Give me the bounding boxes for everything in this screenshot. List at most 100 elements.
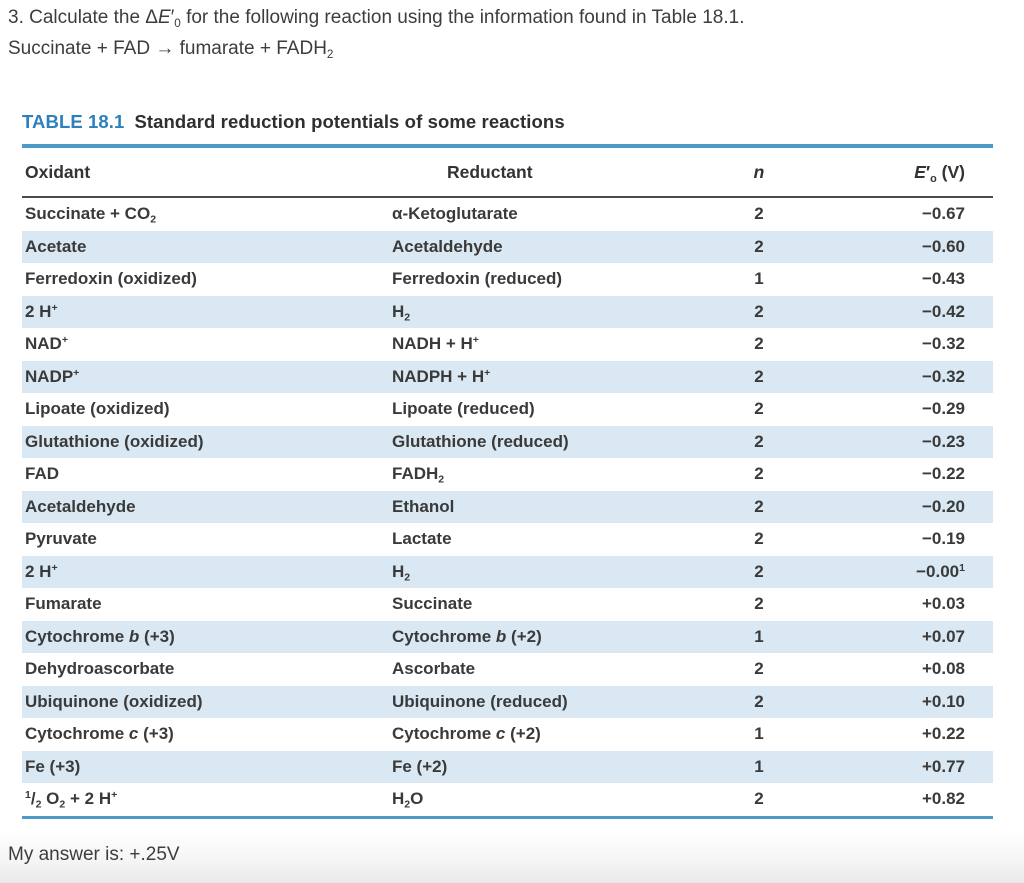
- table-heading: TABLE 18.1 Standard reduction potentials …: [22, 111, 993, 133]
- reductant-cell: H2O: [392, 789, 424, 811]
- table-label: TABLE 18.1: [22, 111, 125, 132]
- n-cell: 2: [754, 789, 764, 809]
- reductant-cell: Cytochrome b (+2): [392, 626, 542, 646]
- e0-cell: −0.43: [921, 269, 965, 289]
- table-row: Acetate Acetaldehyde 2 −0.60: [22, 230, 993, 263]
- e0-cell: +0.82: [921, 789, 965, 809]
- page-footer-gradient: [0, 828, 1024, 883]
- oxidant-cell: Acetate: [25, 236, 87, 256]
- n-cell: 2: [754, 431, 764, 451]
- table-row: Fumarate Succinate 2 +0.03: [22, 588, 993, 621]
- e0-cell: +0.22: [921, 724, 965, 744]
- question-block: 3. Calculate the ΔE′0 for the following …: [8, 2, 744, 64]
- column-header-reductant: Reductant: [447, 161, 533, 182]
- table-title: Standard reduction potentials of some re…: [134, 111, 565, 132]
- oxidant-cell: Glutathione (oxidized): [25, 431, 204, 451]
- column-header-n: n: [753, 161, 765, 182]
- reductant-cell: Ethanol: [392, 496, 455, 516]
- n-cell: 2: [754, 301, 764, 321]
- table-top-rule: [22, 144, 993, 148]
- table-row: 2 H+ H2 2 −0.42: [22, 295, 993, 328]
- n-cell: 1: [754, 269, 764, 289]
- e0-cell: −0.19: [921, 529, 965, 549]
- table-body: Succinate + CO2 α-Ketoglutarate 2 −0.67 Acet…: [22, 198, 993, 816]
- n-cell: 2: [754, 496, 764, 516]
- oxidant-cell: Cytochrome b (+3): [25, 626, 175, 646]
- table-row: Ubiquinone (oxidized) Ubiquinone (reduced…: [22, 685, 993, 718]
- table-row: NADP+ NADPH + H+ 2 −0.32: [22, 360, 993, 393]
- reductant-cell: Succinate: [392, 594, 473, 614]
- e0-cell: +0.07: [921, 626, 965, 646]
- oxidant-cell: NAD+: [25, 334, 68, 354]
- reductant-cell: α-Ketoglutarate: [392, 204, 518, 224]
- oxidant-cell: Fe (+3): [25, 756, 81, 776]
- table-row: Glutathione (oxidized) Glutathione (reduc…: [22, 425, 993, 458]
- table-row: Dehydroascorbate Ascorbate 2 +0.08: [22, 653, 993, 686]
- table-bottom-rule: [22, 815, 993, 819]
- e0-cell: −0.67: [921, 204, 965, 224]
- oxidant-cell: Lipoate (oxidized): [25, 399, 170, 419]
- reductant-cell: NADH + H+: [392, 334, 479, 354]
- e0-cell: −0.29: [921, 399, 965, 419]
- n-cell: 1: [754, 626, 764, 646]
- oxidant-cell: Cytochrome c (+3): [25, 724, 174, 744]
- n-cell: 2: [754, 334, 764, 354]
- n-cell: 2: [754, 529, 764, 549]
- reductant-cell: H2: [392, 301, 411, 324]
- e0-cell: +0.03: [921, 594, 965, 614]
- reductant-cell: NADPH + H+: [392, 366, 491, 386]
- n-cell: 2: [754, 561, 764, 581]
- e0-cell: −0.20: [921, 496, 965, 516]
- reduction-potentials-table: TABLE 18.1 Standard reduction potentials …: [22, 111, 993, 819]
- e0-cell: −0.23: [921, 431, 965, 451]
- n-cell: 2: [754, 691, 764, 711]
- oxidant-cell: 2 H+: [25, 561, 58, 581]
- e0-cell: +0.08: [921, 659, 965, 679]
- n-cell: 2: [754, 204, 764, 224]
- n-cell: 2: [754, 366, 764, 386]
- reductant-cell: Cytochrome c (+2): [392, 724, 541, 744]
- table-row: FAD FADH2 2 −0.22: [22, 458, 993, 491]
- oxidant-cell: Acetaldehyde: [25, 496, 136, 516]
- table-row: Acetaldehyde Ethanol 2 −0.20: [22, 490, 993, 523]
- table-row: Cytochrome c (+3) Cytochrome c (+2) 1 +0.22: [22, 718, 993, 751]
- table-row: Succinate + CO2 α-Ketoglutarate 2 −0.67: [22, 198, 993, 231]
- e0-cell: −0.42: [921, 301, 965, 321]
- e0-cell: +0.10: [921, 691, 965, 711]
- e0-cell: +0.77: [921, 756, 965, 776]
- table-row: NAD+ NADH + H+ 2 −0.32: [22, 328, 993, 361]
- oxidant-cell: Ferredoxin (oxidized): [25, 269, 197, 289]
- oxidant-cell: NADP+: [25, 366, 80, 386]
- column-header-e0: E′o (V): [914, 161, 965, 185]
- question-line-2: Succinate + FAD → fumarate + FADH2: [8, 38, 334, 62]
- question-line-1: 3. Calculate the ΔE′0 for the following …: [8, 7, 745, 31]
- oxidant-cell: 2 H+: [25, 301, 58, 321]
- column-header-oxidant: Oxidant: [25, 161, 91, 182]
- table-row: Fe (+3) Fe (+2) 1 +0.77: [22, 750, 993, 783]
- reductant-cell: Ascorbate: [392, 659, 476, 679]
- reductant-cell: Ferredoxin (reduced): [392, 269, 563, 289]
- n-cell: 2: [754, 399, 764, 419]
- reductant-cell: Ubiquinone (reduced): [392, 691, 568, 711]
- e0-cell: −0.001: [916, 561, 965, 581]
- e0-cell: −0.60: [921, 236, 965, 256]
- n-cell: 2: [754, 659, 764, 679]
- oxidant-cell: Pyruvate: [25, 529, 97, 549]
- table-row: Cytochrome b (+3) Cytochrome b (+2) 1 +0.07: [22, 620, 993, 653]
- reductant-cell: Lactate: [392, 529, 452, 549]
- n-cell: 1: [754, 724, 764, 744]
- reductant-cell: Fe (+2): [392, 756, 448, 776]
- table-row: Lipoate (oxidized) Lipoate (reduced) 2 −0.2…: [22, 393, 993, 426]
- oxidant-cell: 1/2 O2 + 2 H+: [25, 789, 118, 811]
- answer-text: My answer is: +.25V: [8, 844, 180, 865]
- oxidant-cell: Ubiquinone (oxidized): [25, 691, 203, 711]
- n-cell: 2: [754, 594, 764, 614]
- table-row: Ferredoxin (oxidized) Ferredoxin (reduced…: [22, 263, 993, 296]
- reductant-cell: Glutathione (reduced): [392, 431, 569, 451]
- oxidant-cell: Fumarate: [25, 594, 102, 614]
- oxidant-cell: Dehydroascorbate: [25, 659, 175, 679]
- reductant-cell: FADH2: [392, 464, 445, 486]
- table-header-row: Oxidant Reductant n E′o (V): [22, 148, 993, 198]
- e0-cell: −0.32: [921, 366, 965, 386]
- reductant-cell: Acetaldehyde: [392, 236, 503, 256]
